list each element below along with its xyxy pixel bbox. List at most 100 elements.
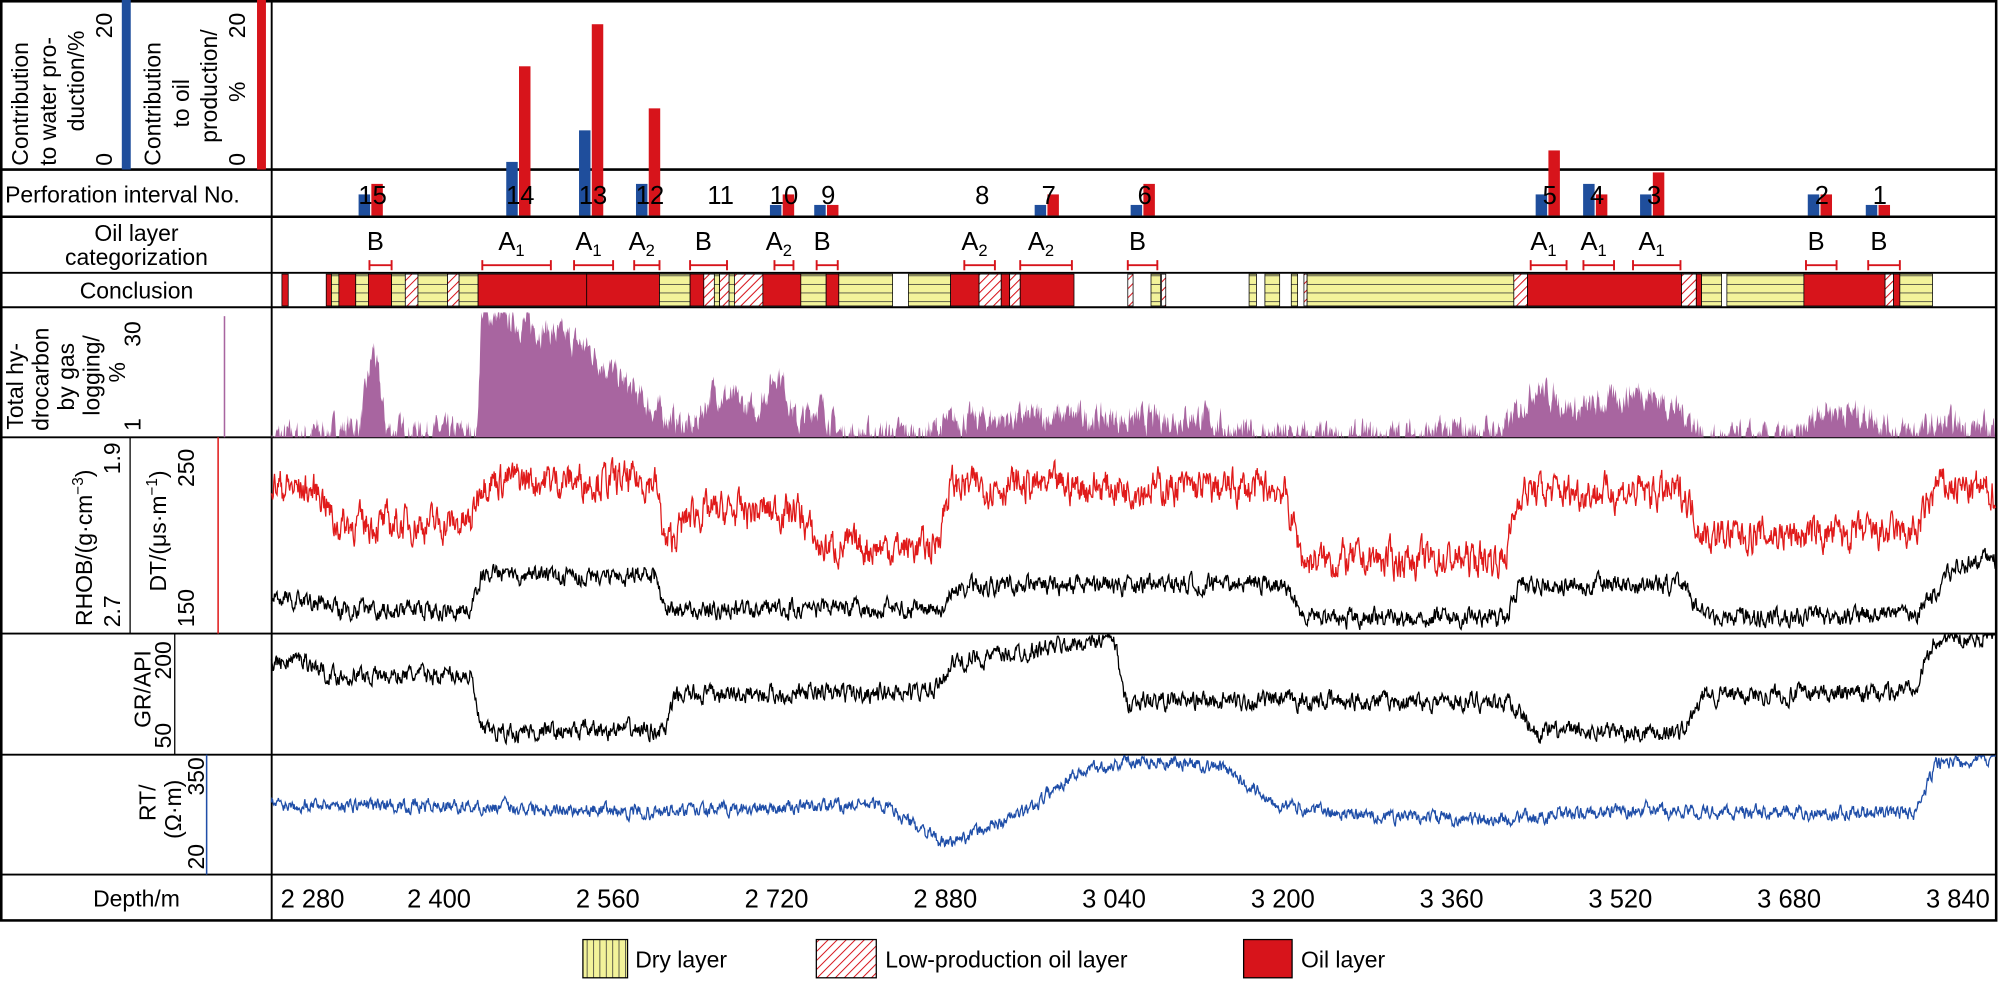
category-bracket <box>1126 260 1159 271</box>
legend-dry-label: Dry layer <box>635 947 727 973</box>
oil-bar <box>1143 183 1155 216</box>
conclusion-layer-dry <box>417 273 448 307</box>
rt-curve <box>270 754 1997 848</box>
category-label: B <box>814 228 831 256</box>
category-label: B <box>1129 228 1146 256</box>
conclusion-layer-oil <box>1019 273 1075 307</box>
oil-tick-min: 0 <box>224 153 250 166</box>
conclusion-layer-dry <box>728 273 735 307</box>
rhob-curve <box>270 547 1997 631</box>
oil-bar <box>648 108 661 216</box>
oil-tick-max: 20 <box>224 13 250 39</box>
rt-label-line: RT/ <box>135 784 161 821</box>
category-label: A1 <box>575 228 601 260</box>
conclusion-layer-low <box>1009 273 1021 307</box>
conclusion-layer-low <box>1513 273 1528 307</box>
category-bracket <box>481 260 552 271</box>
category-label: B <box>367 228 384 256</box>
interval-number: 1 <box>1873 182 1887 210</box>
conclusion-layer-oil <box>950 273 980 307</box>
gas-label-line: by gas <box>53 343 79 411</box>
depth-tick-label: 2 720 <box>745 886 809 914</box>
interval-number: 2 <box>1815 182 1829 210</box>
conclusion-layer-dry <box>355 273 369 307</box>
conclusion-layer-oil <box>762 273 802 307</box>
water-bar <box>1807 194 1820 216</box>
conclusion-layer-low <box>1303 273 1308 307</box>
depth-tick-label: 2 880 <box>913 886 977 914</box>
rt-tick-min: 20 <box>183 844 209 870</box>
depth-tick-label: 3 200 <box>1251 886 1315 914</box>
conclusion-layer-dry <box>659 273 691 307</box>
conclusion-layer-dry <box>458 273 479 307</box>
gr-label: GR/API 50 200 <box>130 641 176 748</box>
oil-label-line: % <box>224 82 250 102</box>
interval-number: 15 <box>358 182 386 210</box>
water-bar <box>358 194 371 216</box>
category-bracket <box>573 260 615 271</box>
rhob-tick-top: 1.9 <box>99 442 125 474</box>
conclusion-layer-oil <box>586 273 660 307</box>
water-label-line: duction/% <box>63 31 89 132</box>
water-bar <box>635 183 648 216</box>
interval-number: 12 <box>636 182 664 210</box>
gr-axis-title: GR/API <box>130 650 156 728</box>
water-bar <box>579 130 591 216</box>
conclusion-layer-dry <box>331 273 340 307</box>
conclusion-layer-oil <box>1893 273 1901 307</box>
legend-low-label: Low-production oil layer <box>885 947 1128 973</box>
gr-tick-min: 50 <box>150 723 176 749</box>
category-label: A1 <box>498 228 524 260</box>
depth-tick-label: 2 280 <box>281 886 345 914</box>
category-bracket <box>1632 260 1682 271</box>
conclusion-layer-low <box>447 273 460 307</box>
interval-number: 9 <box>821 182 835 210</box>
legend: Dry layer Low-production oil layer Oil l… <box>582 938 1386 979</box>
category-label: B <box>1808 228 1825 256</box>
legend-oil-label: Oil layer <box>1301 947 1386 973</box>
oil-label-line: production/ <box>196 29 222 143</box>
perforation-label: Perforation interval No. <box>5 182 240 208</box>
depth-tick-label: 2 400 <box>407 886 471 914</box>
category-bracket <box>963 260 996 271</box>
conclusion-layer-low <box>734 273 764 307</box>
water-label-line: Contribution <box>7 42 33 166</box>
category-label: A1 <box>1581 228 1607 260</box>
conclusion-layer-dry <box>908 273 951 307</box>
interval-number: 5 <box>1543 182 1557 210</box>
category-bracket <box>1529 260 1568 271</box>
conclusion-layer-dry <box>713 273 721 307</box>
gr-tick-max: 200 <box>150 641 176 679</box>
conclusion-layer-dry <box>1264 273 1281 307</box>
conclusion-layer-oil <box>325 273 332 307</box>
legend-oil-swatch <box>1242 938 1293 979</box>
legend-low-swatch <box>815 938 877 979</box>
dt-axis-title: DT/(μs·m−1) <box>144 470 171 591</box>
rt-label-line: (Ω·m) <box>160 780 186 839</box>
category-bracket <box>368 260 393 271</box>
conclusion-layer-oil <box>1803 273 1886 307</box>
rhob-axis-title: RHOB/(g·cm−3) <box>70 470 97 626</box>
conclusion-layer-dry <box>800 273 827 307</box>
conclusion-layer-oil <box>689 273 705 307</box>
rhob-tick-bottom: 2.7 <box>99 595 125 627</box>
gas-label-line: logging/ <box>78 335 104 416</box>
conclusion-layer-dry <box>1701 273 1722 307</box>
gas-label-line: % <box>104 362 130 382</box>
interval-number: 6 <box>1138 182 1152 210</box>
gas-tick-min: 1 <box>119 418 145 431</box>
gas-tick-max: 30 <box>119 321 145 347</box>
legend-dry-swatch <box>582 938 629 979</box>
oil-bar <box>519 66 531 216</box>
dt-label: DT/(μs·m−1) 150 250 <box>144 449 199 628</box>
conclusion-layer-oil <box>338 273 357 307</box>
oil-bar <box>826 204 839 216</box>
rt-tick-max: 350 <box>183 757 209 795</box>
category-label: A1 <box>1530 228 1556 260</box>
conclusion-layer-oil <box>825 273 840 307</box>
dt-tick-top: 250 <box>173 449 199 487</box>
oil-bar <box>1548 150 1560 216</box>
conclusion-layer-oil <box>281 273 289 307</box>
conclusion-layer-oil <box>1000 273 1011 307</box>
